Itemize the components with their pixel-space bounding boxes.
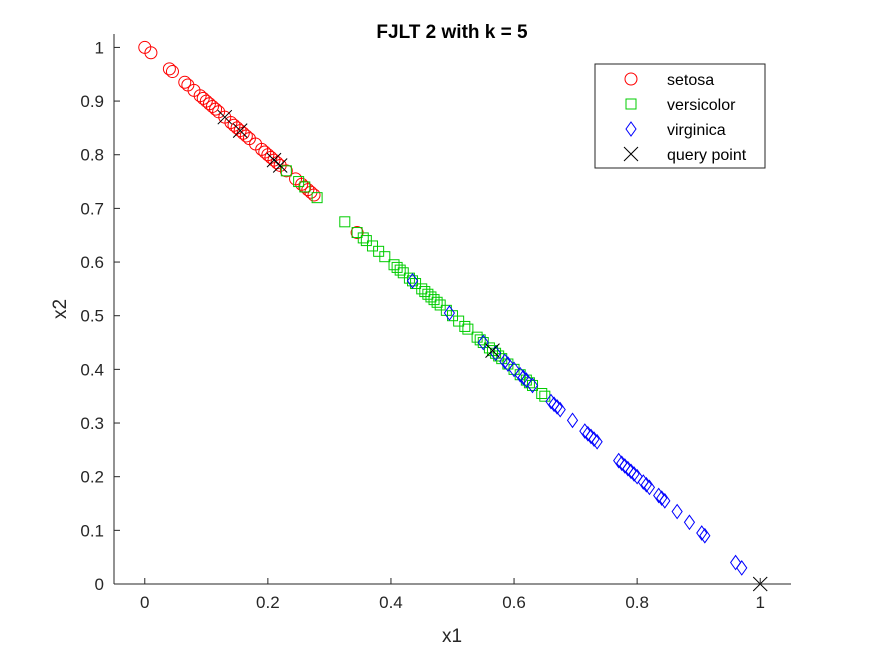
- legend-label-versicolor: versicolor: [667, 97, 736, 114]
- virginica-point: [545, 393, 557, 410]
- y-tick-label: 0.8: [80, 146, 104, 165]
- virginica-point: [696, 525, 708, 541]
- y-tick-label: 1: [95, 38, 104, 57]
- x-axis-ticks: 0 0.2 0.4 0.6 0.8 1: [140, 578, 765, 612]
- virginica-point: [699, 527, 711, 544]
- virginica-point: [683, 514, 696, 531]
- versicolor-point: [462, 323, 474, 335]
- virginica-point: [631, 468, 643, 485]
- virginica-point: [508, 361, 520, 378]
- setosa-point: [239, 129, 253, 143]
- legend-box: [594, 63, 766, 169]
- virginica-point: [659, 492, 671, 509]
- virginica-point: [591, 433, 603, 450]
- virginica-point: [443, 305, 456, 321]
- versicolor-point: [357, 232, 369, 244]
- y-tick-label: 0.9: [80, 92, 104, 111]
- virginica-point: [517, 369, 529, 386]
- query-point-point: [272, 158, 288, 173]
- versicolor-point: [299, 181, 311, 193]
- virginica-point: [671, 503, 683, 520]
- legend-marker-virginica: [625, 121, 637, 137]
- y-tick-label: 0.6: [80, 253, 104, 272]
- setosa-point: [209, 102, 223, 116]
- virginica-point: [619, 458, 631, 474]
- legend-marker-versicolor: [625, 98, 637, 110]
- setosa-point: [144, 46, 158, 60]
- y-tick-label: 0.5: [80, 307, 104, 326]
- y-tick-label: 0.3: [80, 414, 104, 433]
- virginica-point: [554, 401, 566, 418]
- versicolor-point: [339, 216, 351, 228]
- virginica-point: [643, 479, 656, 496]
- virginica-point: [406, 272, 419, 289]
- virginica-point: [548, 396, 560, 413]
- versicolor-point: [394, 264, 406, 276]
- virginica-point: [520, 372, 532, 388]
- query-point-point: [232, 123, 248, 138]
- y-tick-label: 0.4: [80, 360, 104, 379]
- virginica-point: [579, 423, 591, 439]
- versicolor-point: [431, 296, 443, 308]
- versicolor-point: [311, 192, 323, 204]
- query-point-point: [266, 152, 282, 168]
- x-tick-label: 0: [140, 593, 149, 612]
- x-tick-label: 0.8: [625, 593, 649, 612]
- virginica-point: [585, 428, 597, 445]
- setosa-point: [279, 164, 293, 178]
- setosa-point: [178, 75, 192, 89]
- virginica-point: [613, 452, 625, 469]
- legend-label-setosa: setosa: [667, 72, 714, 89]
- virginica-point: [502, 356, 514, 372]
- x-tick-label: 0.4: [379, 593, 403, 612]
- virginica-point: [653, 487, 665, 504]
- legend-label-query-point: query point: [667, 147, 747, 164]
- x-tick-label: 0.6: [502, 593, 526, 612]
- y-tick-label: 0.7: [80, 199, 104, 218]
- virginica-point: [582, 425, 594, 442]
- virginica-point: [526, 377, 539, 394]
- x-axis-label: x1: [442, 626, 462, 647]
- y-tick-label: 0.2: [80, 468, 104, 487]
- y-axis-label: x2: [50, 299, 71, 319]
- virginica-point: [477, 334, 489, 351]
- versicolor-point: [280, 165, 292, 177]
- x-tick-label: 0.2: [256, 593, 280, 612]
- chart-title: FJLT 2 with k = 5: [376, 22, 528, 43]
- legend-marker-query-point: [623, 146, 639, 162]
- legend-marker-setosa: [624, 72, 638, 86]
- y-tick-label: 0.1: [80, 521, 104, 540]
- legend: setosa versicolor virginica query point: [594, 63, 766, 169]
- virginica-point: [625, 463, 637, 480]
- setosa-point: [165, 65, 179, 79]
- data-markers: [138, 40, 768, 592]
- virginica-point: [736, 560, 748, 576]
- y-tick-label: 0: [95, 575, 104, 594]
- virginica-point: [551, 399, 563, 415]
- query-point-point: [217, 109, 233, 125]
- virginica-point: [637, 474, 649, 490]
- setosa-point: [162, 62, 176, 76]
- virginica-point: [616, 455, 628, 472]
- virginica-point: [622, 460, 634, 477]
- setosa-point: [307, 188, 321, 202]
- virginica-point: [499, 353, 511, 370]
- x-tick-label: 1: [755, 593, 764, 612]
- versicolor-point: [459, 320, 471, 332]
- versicolor-point: [379, 251, 391, 263]
- query-point-point: [485, 343, 500, 358]
- virginica-point: [656, 490, 668, 507]
- versicolor-point: [536, 388, 548, 400]
- virginica-point: [566, 412, 579, 429]
- y-axis-ticks: 0 0.1 0.2 0.3 0.4 0.5 0.6 0.7 0.8 0.9 1: [80, 38, 120, 594]
- virginica-point: [640, 476, 652, 493]
- virginica-point: [588, 431, 600, 447]
- virginica-point: [628, 466, 640, 482]
- virginica-point: [514, 366, 526, 383]
- legend-label-virginica: virginica: [667, 122, 726, 139]
- virginica-point: [729, 554, 742, 571]
